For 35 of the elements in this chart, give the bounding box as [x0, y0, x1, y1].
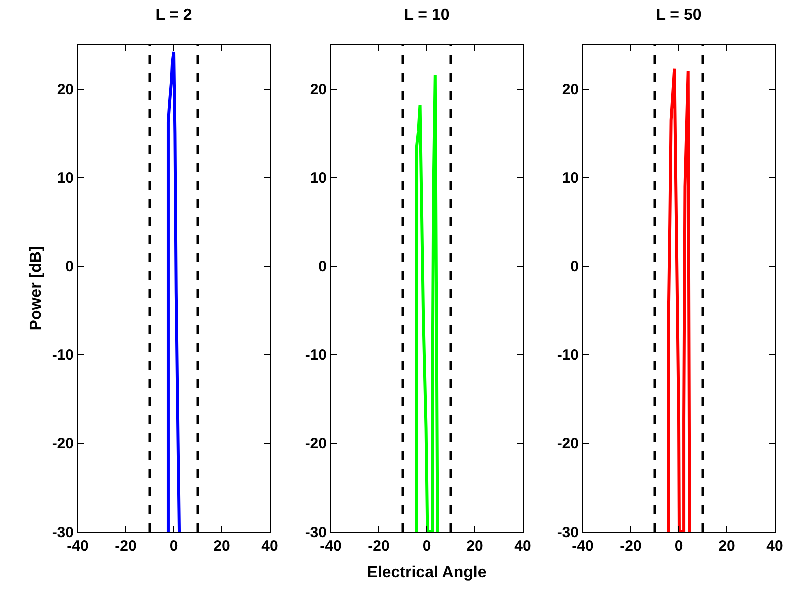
- line-series: [414, 74, 439, 532]
- line-series: [166, 50, 182, 532]
- x-tick-label: 40: [766, 538, 784, 555]
- x-tick-label: 0: [422, 538, 431, 555]
- y-tick-label: -10: [557, 347, 579, 364]
- x-tick-label: 20: [214, 538, 230, 555]
- x-tick-label: -20: [620, 538, 642, 555]
- x-tick-label: -20: [115, 538, 137, 555]
- y-tick-label: 10: [310, 170, 326, 188]
- y-tick-label: 20: [57, 82, 74, 99]
- x-tick-label: -20: [368, 538, 390, 555]
- chart-title: L = 50: [656, 7, 702, 24]
- x-tick-label: 20: [718, 538, 736, 555]
- x-tick-label: 40: [262, 538, 278, 555]
- y-tick-label: -20: [52, 436, 74, 453]
- x-tick-label: 0: [674, 538, 684, 555]
- y-tick-label: 10: [57, 170, 74, 188]
- y-tick-label: 20: [310, 82, 326, 99]
- y-tick-label: 0: [66, 258, 74, 276]
- x-tick-label: 40: [514, 538, 531, 555]
- y-tick-label: 0: [318, 258, 326, 276]
- y-tick-label: -20: [304, 436, 326, 453]
- y-tick-label: 20: [562, 82, 579, 99]
- chart-title: L = 10: [404, 7, 450, 24]
- y-tick-label: 10: [562, 170, 579, 188]
- x-axis-title: Electrical Angle: [366, 564, 486, 582]
- y-axis-title: Power [dB]: [28, 246, 46, 331]
- y-tick-label: -20: [557, 436, 579, 453]
- y-tick-label: -10: [304, 347, 326, 364]
- line-series: [667, 67, 692, 532]
- x-tick-label: 20: [466, 538, 483, 555]
- y-tick-label: -10: [52, 347, 74, 364]
- chart-title: L = 2: [156, 7, 192, 24]
- y-tick-label: 0: [570, 258, 579, 276]
- x-tick-label: 0: [170, 538, 178, 555]
